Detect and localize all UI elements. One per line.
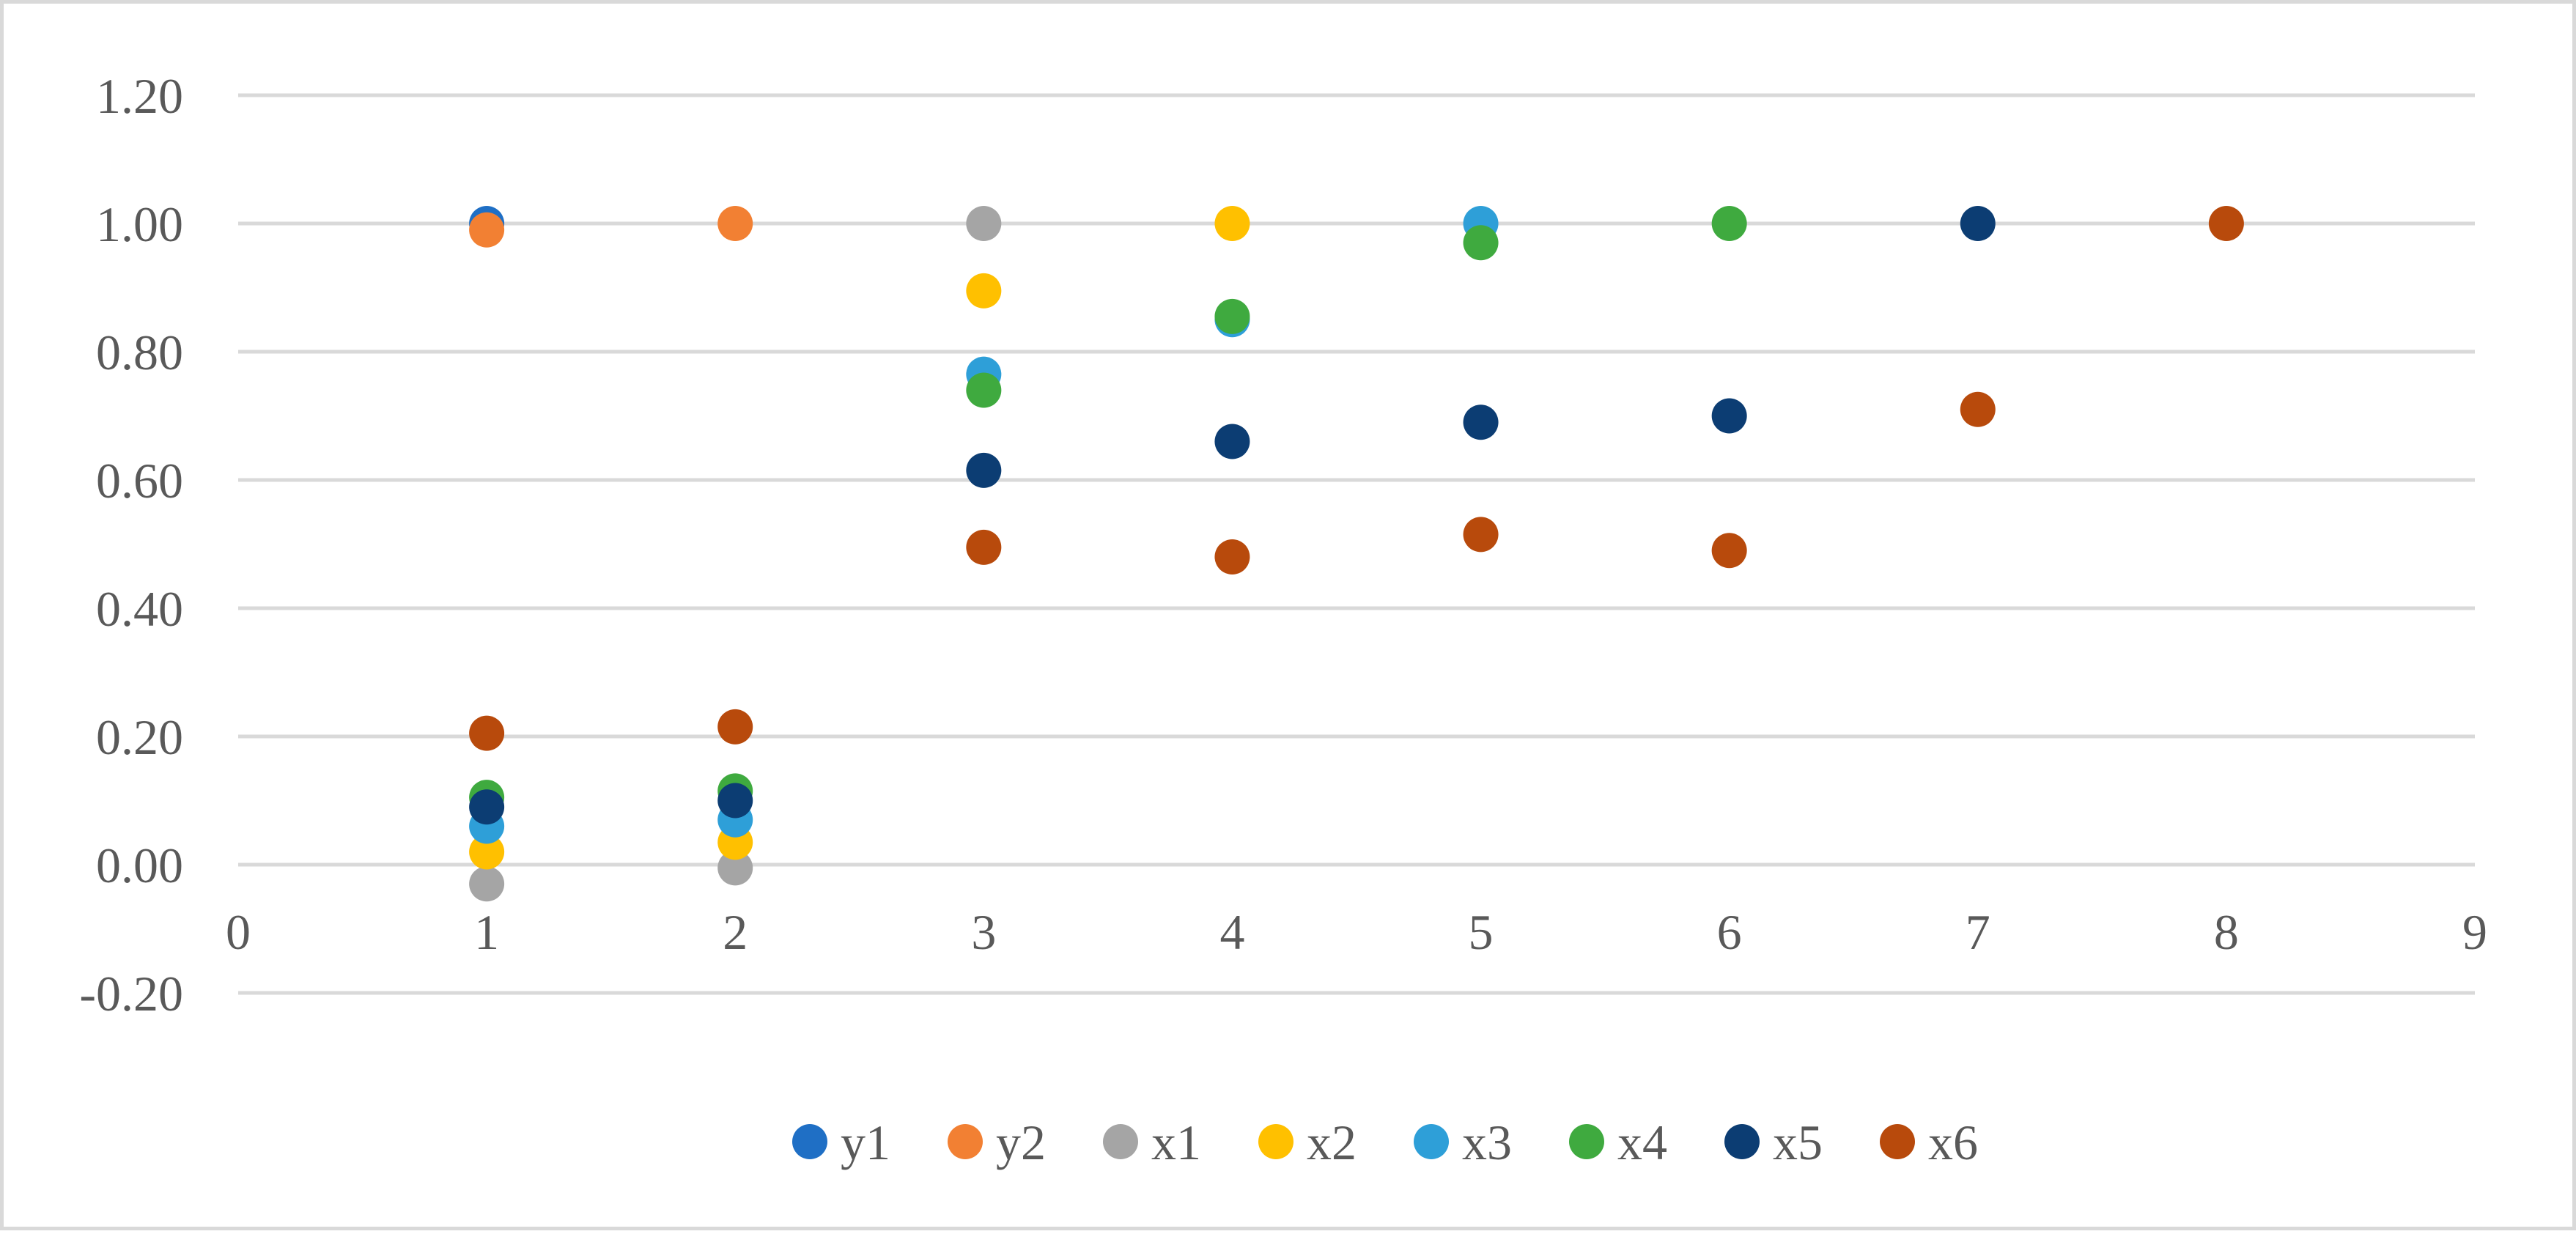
y-tick-label: 1.00 — [96, 196, 183, 252]
data-point-x1 — [966, 206, 1002, 241]
legend-label-y1: y1 — [841, 1115, 890, 1170]
legend-marker-x3 — [1414, 1124, 1449, 1159]
y-tick-label: 0.20 — [96, 709, 183, 765]
legend-label-y2: y2 — [996, 1115, 1046, 1170]
legend-marker-y1 — [792, 1124, 827, 1159]
data-point-x6 — [1960, 391, 1996, 427]
data-point-x6 — [2208, 206, 2244, 241]
legend-label-x3: x3 — [1462, 1115, 1512, 1170]
legend-marker-x4 — [1569, 1124, 1604, 1159]
data-point-x2 — [469, 834, 505, 870]
data-point-x5 — [966, 452, 1002, 488]
data-point-x6 — [966, 529, 1002, 565]
legend: y1 y2 x1 x2 x3 x4 x5 x6 — [792, 1115, 1978, 1170]
data-point-x4 — [1214, 298, 1250, 334]
x-tick-label: 2 — [723, 904, 748, 960]
data-point-y2 — [717, 206, 753, 241]
x-tick-label: 0 — [226, 904, 251, 960]
data-points — [469, 206, 2244, 902]
data-point-x2 — [966, 273, 1002, 308]
y-tick-label: 1.20 — [96, 68, 183, 124]
data-point-x4 — [1463, 225, 1499, 261]
data-point-x1 — [717, 850, 753, 886]
legend-marker-x2 — [1258, 1124, 1293, 1159]
x-tick-label: 6 — [1717, 904, 1742, 960]
x-tick-label: 7 — [1966, 904, 1990, 960]
data-point-x6 — [1463, 517, 1499, 553]
legend-label-x5: x5 — [1773, 1115, 1823, 1170]
y-tick-label: 0.00 — [96, 838, 183, 893]
scatter-chart: -0.20 0.00 0.20 0.40 0.60 0.80 1.00 1.20 0 1 2 3 4 5… — [79, 68, 2487, 1170]
gridlines — [238, 93, 2475, 995]
data-point-x5 — [1463, 404, 1499, 440]
legend-marker-x5 — [1724, 1124, 1760, 1159]
legend-label-x6: x6 — [1928, 1115, 1978, 1170]
data-point-x6 — [717, 709, 753, 745]
y-tick-label: 0.40 — [96, 581, 183, 637]
data-point-x4 — [966, 372, 1002, 408]
x-tick-label: 1 — [474, 904, 499, 960]
legend-label-x1: x1 — [1151, 1115, 1201, 1170]
y-axis-tick-labels: -0.20 0.00 0.20 0.40 0.60 0.80 1.00 1.20 — [79, 68, 183, 1021]
x-axis-tick-labels: 0 1 2 3 4 5 6 7 8 9 — [226, 904, 2487, 960]
data-point-x6 — [1214, 539, 1250, 574]
data-point-x5 — [1960, 206, 1996, 241]
legend-marker-x6 — [1880, 1124, 1915, 1159]
legend-marker-y2 — [948, 1124, 983, 1159]
x-tick-label: 3 — [971, 904, 996, 960]
data-point-x4 — [1711, 206, 1747, 241]
x-tick-label: 9 — [2462, 904, 2487, 960]
data-point-x6 — [469, 715, 505, 751]
data-point-x5 — [717, 783, 753, 819]
data-point-x5 — [1214, 424, 1250, 459]
data-point-x2 — [1214, 206, 1250, 241]
y-tick-label: 0.80 — [96, 325, 183, 380]
x-tick-label: 5 — [1469, 904, 1494, 960]
y-tick-label: 0.60 — [96, 453, 183, 509]
legend-marker-x1 — [1103, 1124, 1138, 1159]
data-point-x5 — [469, 789, 505, 825]
data-point-x5 — [1711, 398, 1747, 434]
data-point-x6 — [1711, 533, 1747, 569]
y-tick-label: -0.20 — [79, 966, 183, 1021]
x-tick-label: 8 — [2214, 904, 2239, 960]
data-point-y2 — [469, 212, 505, 248]
data-point-x1 — [469, 866, 505, 902]
legend-label-x2: x2 — [1307, 1115, 1357, 1170]
x-tick-label: 4 — [1219, 904, 1244, 960]
legend-label-x4: x4 — [1617, 1115, 1667, 1170]
